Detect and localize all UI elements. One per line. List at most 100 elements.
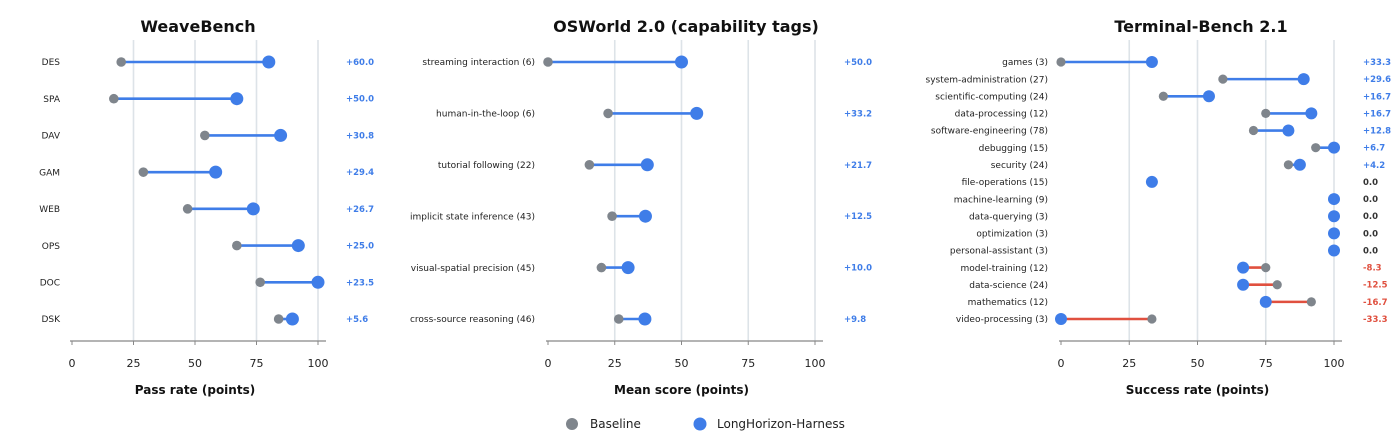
- delta-label: +10.0: [844, 264, 872, 274]
- x-tick-label: 50: [1191, 357, 1205, 370]
- category-label-cross-source-reasoning: cross-source reasoning (46): [410, 315, 535, 325]
- baseline-point: [1147, 314, 1157, 324]
- baseline-point: [232, 240, 242, 251]
- x-axis-label: Mean score (points): [614, 383, 749, 397]
- category-label-optimization: optimization (3): [976, 230, 1048, 240]
- harness-point: [1145, 175, 1158, 188]
- category-label-video-processing: video-processing (3): [956, 315, 1048, 325]
- delta-label: +30.8: [346, 131, 374, 141]
- delta-label: +5.6: [346, 315, 368, 325]
- x-axis-label: Pass rate (points): [135, 383, 255, 397]
- category-label-tutorial-following: tutorial following (22): [438, 161, 535, 171]
- baseline-point: [1283, 160, 1294, 170]
- harness-point: [1282, 124, 1295, 137]
- category-label-security: security (24): [991, 161, 1048, 171]
- harness-point: [274, 128, 288, 142]
- x-tick-label: 25: [127, 357, 141, 370]
- delta-label: +26.7: [346, 205, 374, 215]
- x-tick-label: 0: [69, 357, 76, 370]
- harness-point: [1328, 244, 1340, 257]
- baseline-point: [138, 167, 149, 177]
- harness-point: [1305, 107, 1318, 120]
- category-label-human-in-the-loop: human-in-the-loop (6): [436, 110, 535, 120]
- category-label-data-science: data-science (24): [969, 281, 1048, 291]
- baseline-point: [603, 108, 613, 119]
- x-tick-label: 0: [1058, 357, 1065, 370]
- baseline-point: [200, 130, 210, 141]
- harness-point: [1328, 193, 1340, 206]
- baseline-point: [543, 57, 553, 67]
- harness-point: [1297, 73, 1310, 86]
- delta-label: +29.4: [346, 168, 374, 178]
- delta-label: 0.0: [1363, 246, 1378, 256]
- delta-label: +33.3: [1363, 58, 1391, 68]
- delta-label: +23.5: [346, 278, 374, 288]
- x-tick-label: 75: [741, 357, 755, 370]
- delta-label: 0.0: [1363, 229, 1378, 239]
- delta-label: +21.7: [844, 161, 872, 171]
- delta-label: -33.3: [1363, 315, 1388, 325]
- category-label-spa: SPA: [43, 95, 61, 105]
- baseline-point: [1272, 280, 1282, 290]
- x-tick-label: 100: [805, 357, 826, 370]
- harness-point: [640, 158, 654, 172]
- delta-label: -8.3: [1363, 264, 1382, 274]
- harness-point: [1237, 261, 1250, 274]
- harness-point: [638, 209, 652, 223]
- delta-label: +16.7: [1363, 109, 1391, 119]
- harness-point: [690, 106, 704, 120]
- category-label-dsk: DSK: [41, 315, 61, 325]
- x-tick-label: 100: [1324, 357, 1345, 370]
- baseline-point: [109, 93, 119, 104]
- harness-point: [246, 202, 260, 216]
- baseline-point: [596, 262, 607, 273]
- harness-point: [285, 312, 299, 326]
- delta-label: +9.8: [844, 315, 866, 325]
- baseline-point: [1306, 297, 1316, 307]
- harness-point: [1259, 295, 1272, 308]
- delta-label: -12.5: [1363, 281, 1388, 291]
- panel-terminal-bench: Terminal-Bench 2.1 0 25 50 75 100 Success rate…: [926, 17, 1392, 397]
- x-tick-label: 100: [308, 357, 329, 370]
- category-label-debugging: debugging (15): [979, 144, 1048, 154]
- delta-label: +12.5: [844, 212, 872, 222]
- harness-point: [621, 261, 635, 275]
- delta-label: +25.0: [346, 242, 374, 252]
- baseline-point: [1261, 108, 1271, 118]
- harness-point: [1055, 313, 1067, 325]
- legend-harness-label: LongHorizon-Harness: [717, 417, 845, 431]
- baseline-point: [1056, 57, 1066, 67]
- category-label-visual-spatial-precision: visual-spatial precision (45): [411, 264, 535, 274]
- baseline-point: [1261, 263, 1271, 273]
- harness-point: [1202, 90, 1215, 103]
- category-label-web: WEB: [39, 205, 60, 215]
- delta-label: 0.0: [1363, 178, 1378, 188]
- legend-baseline-marker: [566, 418, 578, 430]
- category-label-gam: GAM: [39, 168, 60, 178]
- baseline-point: [1248, 125, 1259, 136]
- x-tick-label: 50: [675, 357, 689, 370]
- baseline-point: [273, 314, 284, 324]
- delta-label: +4.2: [1363, 161, 1385, 171]
- harness-point: [1145, 56, 1158, 68]
- delta-label: +60.0: [346, 58, 374, 68]
- baseline-point: [1311, 143, 1321, 153]
- category-label-system-administration: system-administration (27): [926, 75, 1049, 85]
- category-label-software-engineering: software-engineering (78): [931, 127, 1048, 137]
- harness-point: [1328, 210, 1340, 223]
- x-tick-label: 25: [608, 357, 622, 370]
- legend: Baseline LongHorizon-Harness: [566, 417, 845, 431]
- x-tick-label: 75: [250, 357, 264, 370]
- delta-label: +16.7: [1363, 92, 1391, 102]
- x-tick-label: 50: [188, 357, 202, 370]
- legend-baseline-label: Baseline: [590, 417, 641, 431]
- category-label-doc: DOC: [40, 278, 60, 288]
- category-label-machine-learning: machine-learning (9): [954, 195, 1048, 205]
- category-label-model-training: model-training (12): [961, 264, 1048, 274]
- panel-osworld: OSWorld 2.0 (capability tags) 0 25 50 75 100 M…: [410, 17, 872, 397]
- delta-label: +50.0: [844, 58, 872, 68]
- category-label-ops: OPS: [42, 242, 61, 252]
- delta-label: 0.0: [1363, 195, 1378, 205]
- panel-weavebench: WeaveBench 0 25 50 75 100 Pass rate (points) DE…: [39, 17, 374, 397]
- category-label-dav: DAV: [41, 132, 60, 142]
